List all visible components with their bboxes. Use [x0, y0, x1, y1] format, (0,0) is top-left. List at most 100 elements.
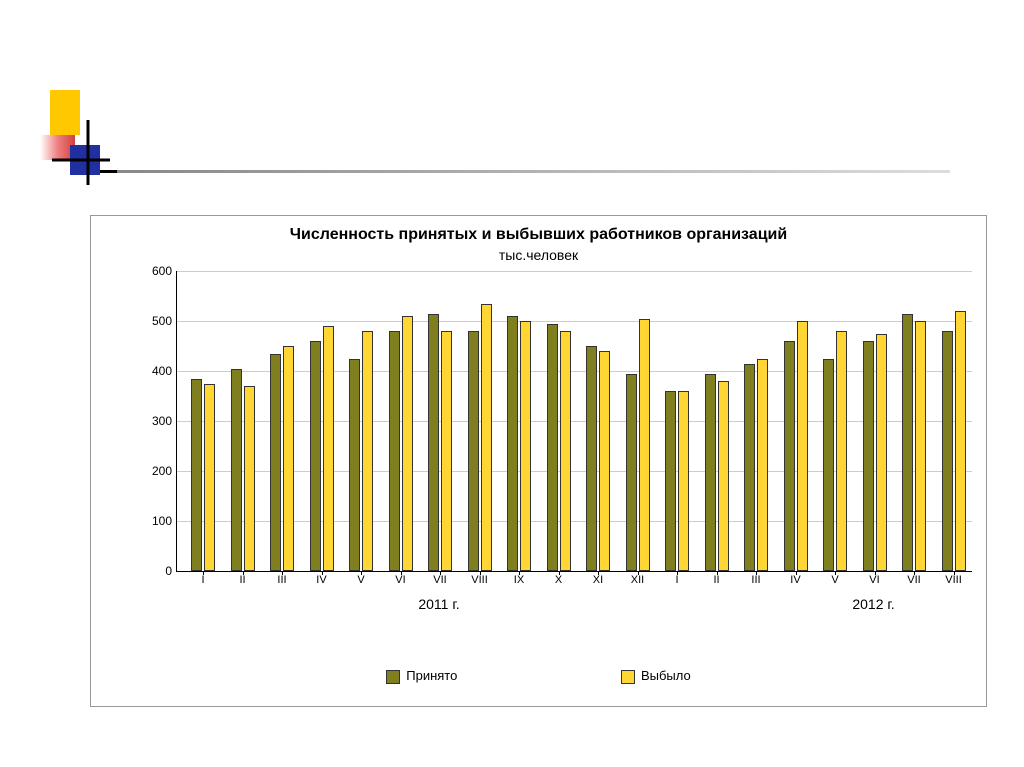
bar-series2: [876, 334, 887, 572]
bar-series2: [678, 391, 689, 571]
bar-series2: [441, 331, 452, 571]
x-tick-mark: [440, 571, 441, 575]
x-tick-mark: [559, 571, 560, 575]
grid-line: [177, 521, 972, 522]
x-axis-label: V: [831, 574, 838, 586]
bar-series1: [586, 346, 597, 571]
x-axis-label: IX: [514, 574, 524, 586]
x-tick-mark: [361, 571, 362, 575]
x-tick-mark: [519, 571, 520, 575]
bar-series1: [902, 314, 913, 572]
slide-logo: [40, 90, 110, 190]
x-axis-label: VIII: [945, 574, 962, 586]
grid-line: [177, 471, 972, 472]
x-axis-label: VII: [907, 574, 920, 586]
x-axis-label: IV: [316, 574, 326, 586]
bar-series1: [468, 331, 479, 571]
bar-series2: [915, 321, 926, 571]
x-axis-label: I: [675, 574, 678, 586]
y-axis-label: 500: [147, 314, 172, 328]
y-axis-label: 600: [147, 264, 172, 278]
bar-series1: [507, 316, 518, 571]
bar-series1: [784, 341, 795, 571]
x-tick-mark: [203, 571, 204, 575]
x-axis-label: III: [277, 574, 286, 586]
y-axis-label: 200: [147, 464, 172, 478]
x-axis-label: VIII: [471, 574, 488, 586]
x-axis-label: X: [555, 574, 562, 586]
bar-series1: [823, 359, 834, 572]
bar-series1: [942, 331, 953, 571]
x-tick-mark: [598, 571, 599, 575]
grid-line: [177, 321, 972, 322]
x-axis-label: I: [201, 574, 204, 586]
x-axis-label: II: [713, 574, 719, 586]
x-tick-mark: [243, 571, 244, 575]
bar-series2: [323, 326, 334, 571]
bar-series1: [863, 341, 874, 571]
x-tick-mark: [638, 571, 639, 575]
legend-label-2: Выбыло: [641, 668, 691, 683]
chart-title: Численность принятых и выбывших работник…: [91, 226, 986, 244]
x-axis-label: XII: [631, 574, 644, 586]
bar-series2: [955, 311, 966, 571]
bar-series1: [547, 324, 558, 572]
x-tick-mark: [282, 571, 283, 575]
bar-series2: [797, 321, 808, 571]
y-axis-label: 300: [147, 414, 172, 428]
chart-container: Численность принятых и выбывших работник…: [90, 215, 987, 707]
x-axis-label: XI: [593, 574, 603, 586]
x-axis-label: V: [357, 574, 364, 586]
bar-series2: [718, 381, 729, 571]
x-axis-label: VII: [433, 574, 446, 586]
chart-subtitle: тыс.человек: [91, 247, 986, 263]
year-label: 2012 г.: [852, 596, 894, 612]
bar-series2: [244, 386, 255, 571]
x-tick-mark: [796, 571, 797, 575]
grid-line: [177, 421, 972, 422]
x-tick-mark: [954, 571, 955, 575]
bar-series1: [428, 314, 439, 572]
bar-series1: [270, 354, 281, 572]
bar-series1: [349, 359, 360, 572]
x-tick-mark: [835, 571, 836, 575]
legend-label-1: Принято: [406, 668, 457, 683]
bar-series2: [204, 384, 215, 572]
x-tick-mark: [875, 571, 876, 575]
plot-area: 0100200300400500600IIIIIIIVVVIVIIVIIIIXX…: [146, 271, 971, 591]
legend-item-1: Принято: [386, 668, 457, 684]
year-label: 2011 г.: [418, 596, 459, 612]
x-axis-label: VI: [395, 574, 405, 586]
x-tick-mark: [480, 571, 481, 575]
y-axis-label: 0: [147, 564, 172, 578]
chart-legend: Принято Выбыло: [91, 668, 986, 684]
bar-series2: [520, 321, 531, 571]
bar-series1: [389, 331, 400, 571]
grid-line: [177, 371, 972, 372]
x-axis-label: VI: [869, 574, 879, 586]
x-tick-mark: [756, 571, 757, 575]
x-tick-mark: [401, 571, 402, 575]
legend-item-2: Выбыло: [621, 668, 691, 684]
bar-series2: [639, 319, 650, 572]
x-tick-mark: [717, 571, 718, 575]
bar-series2: [599, 351, 610, 571]
x-tick-mark: [322, 571, 323, 575]
bar-series1: [231, 369, 242, 572]
bar-series2: [283, 346, 294, 571]
bar-series2: [402, 316, 413, 571]
divider-line: [100, 170, 950, 173]
bar-series2: [481, 304, 492, 572]
bar-series2: [757, 359, 768, 572]
x-axis-label: III: [751, 574, 760, 586]
grid-line: [177, 271, 972, 272]
bar-series1: [705, 374, 716, 572]
bar-series2: [362, 331, 373, 571]
legend-swatch-1: [386, 670, 400, 684]
bar-series1: [626, 374, 637, 572]
bar-series1: [665, 391, 676, 571]
x-tick-mark: [914, 571, 915, 575]
x-tick-mark: [677, 571, 678, 575]
y-axis-label: 400: [147, 364, 172, 378]
bar-series2: [560, 331, 571, 571]
